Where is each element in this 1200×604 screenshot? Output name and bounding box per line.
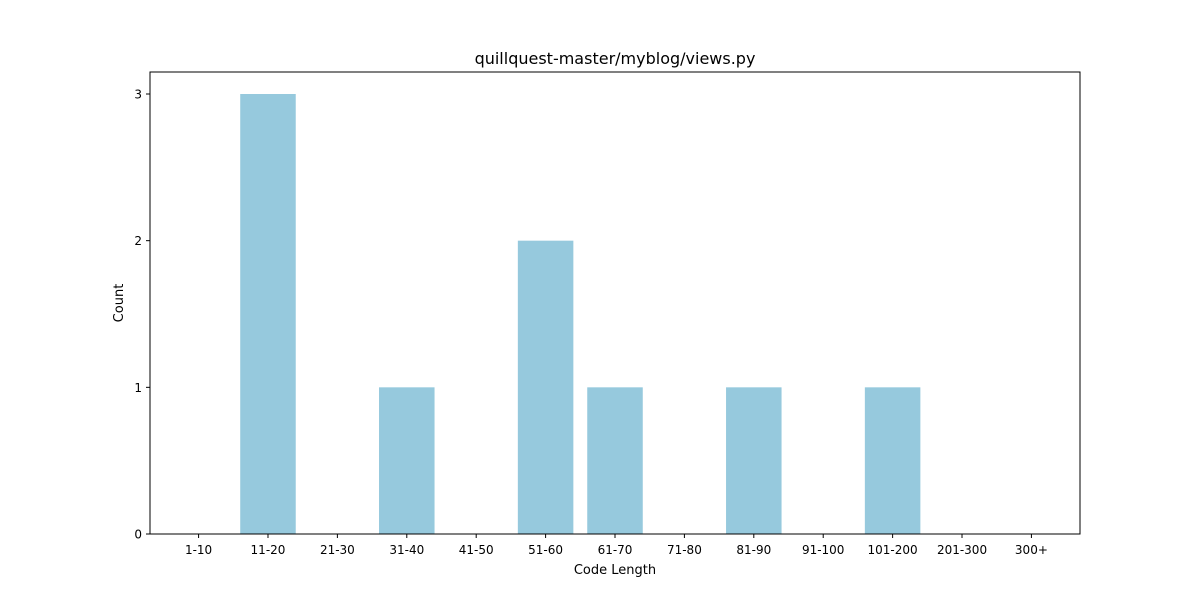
y-tick-label: 2 [134,234,142,248]
bar-31-40 [379,387,435,534]
x-tick-label: 101-200 [868,543,918,557]
y-tick-label: 0 [134,528,142,542]
x-tick-label: 21-30 [320,543,355,557]
bars-layer [240,94,921,535]
bar-101-200 [864,387,921,534]
x-tick-label: 61-70 [598,543,633,557]
bar-61-70 [587,387,643,534]
x-tick-label: 81-90 [736,543,771,557]
x-tick-label: 1-10 [185,543,212,557]
y-axis-label: Count [112,284,127,323]
x-tick-label: 11-20 [251,543,286,557]
bar-11-20 [240,94,296,534]
x-axis-ticks: 1-10 11-20 21-30 31-40 41-50 51-60 61-70 71-80 8… [185,534,1048,557]
y-axis-ticks: 0 1 2 3 [134,88,150,542]
x-tick-label: 300+ [1015,543,1048,557]
x-tick-label: 41-50 [459,543,494,557]
y-tick-label: 3 [134,88,142,102]
x-tick-label: 201-300 [937,543,987,557]
x-tick-label: 51-60 [528,543,563,557]
x-tick-label: 71-80 [667,543,702,557]
plot-frame [149,71,1081,535]
x-tick-label: 91-100 [802,543,845,557]
y-tick-label: 1 [134,381,142,395]
bar-51-60 [517,240,574,535]
x-tick-label: 31-40 [389,543,424,557]
bar-81-90 [726,387,782,534]
x-axis-label: Code Length [574,563,656,578]
chart-title: quillquest-master/myblog/views.py [475,49,756,68]
